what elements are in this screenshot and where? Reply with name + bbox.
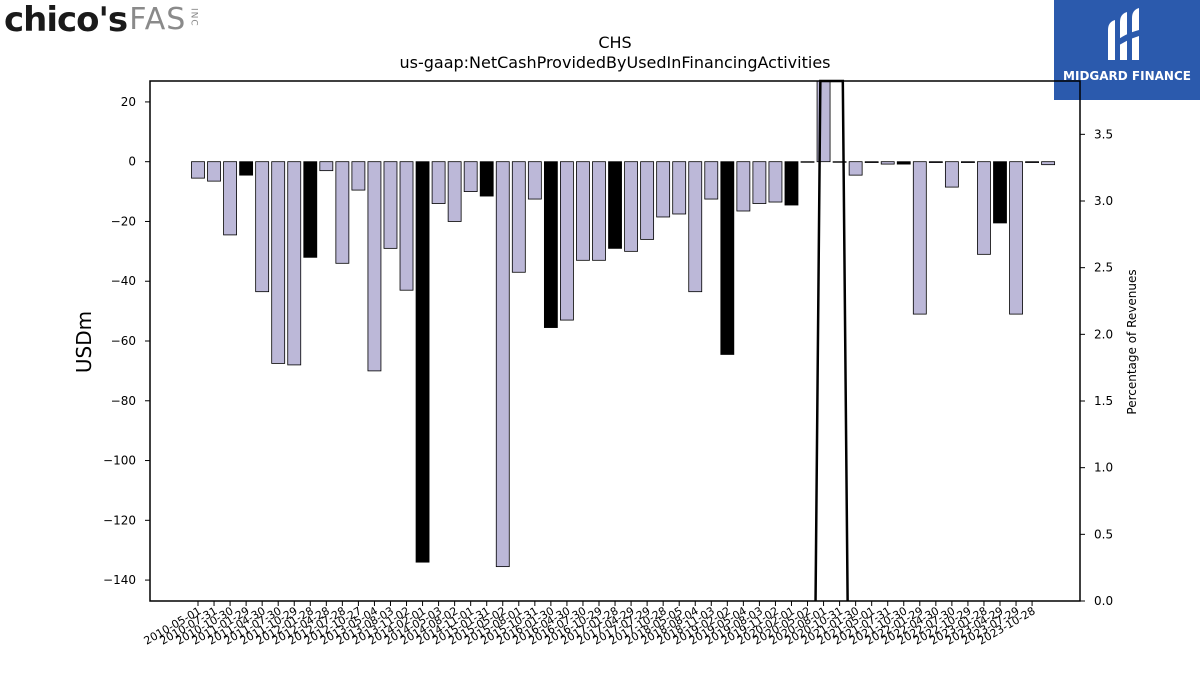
bar (527, 161, 542, 200)
bar (736, 161, 751, 212)
bar (832, 161, 847, 163)
bar (624, 161, 638, 252)
midgard-finance-name: MIDGARD FINANCE (1063, 69, 1191, 83)
bar (928, 161, 943, 163)
bar (335, 161, 350, 264)
bar (704, 161, 719, 200)
bar (1009, 161, 1023, 315)
logo-inc-text: INC (188, 8, 199, 27)
midgard-m-icon (1108, 8, 1139, 60)
y-axis-right: 0.0 0.5 1.0 1.5 2.0 2.5 3.0 3.5 (1080, 127, 1113, 608)
bar (800, 161, 815, 163)
bar (287, 161, 302, 366)
bar (191, 161, 205, 179)
y-tick-label: −20 (111, 214, 136, 228)
bar (640, 161, 655, 240)
logo-suffix-text: FAS (129, 2, 187, 37)
y2-tick-label: 3.5 (1094, 127, 1113, 141)
bar (431, 161, 446, 204)
bar (784, 161, 799, 206)
bar (207, 161, 221, 182)
bar (688, 161, 703, 293)
y-tick-label: −60 (111, 334, 136, 348)
bar (961, 161, 975, 163)
y-axis-label: USDm (72, 311, 96, 373)
bar (944, 161, 959, 188)
y2-tick-label: 2.5 (1094, 261, 1113, 275)
midgard-finance-logo: MIDGARD FINANCE (1054, 0, 1200, 100)
bar (656, 161, 671, 218)
plot-frame (149, 80, 1081, 602)
y2-tick-label: 3.0 (1094, 194, 1113, 208)
bar (383, 161, 398, 249)
bar (319, 161, 334, 172)
bar (511, 161, 526, 273)
bar-series (191, 80, 1056, 568)
x-axis: 2010-05-012010-07-312010-10-302011-01-29… (142, 601, 1038, 648)
bar (367, 161, 382, 372)
bar (768, 161, 783, 203)
bar (543, 161, 558, 328)
logo-brand-text: chico's (4, 0, 128, 40)
bar (239, 161, 254, 176)
y2-tick-label: 1.5 (1094, 394, 1113, 408)
bar (1025, 161, 1039, 163)
bar (720, 161, 735, 355)
bar (271, 161, 286, 364)
bar (415, 161, 430, 563)
bar (463, 161, 478, 192)
y-tick-label: −40 (111, 274, 136, 288)
y-tick-label: −100 (103, 454, 136, 468)
bar (993, 161, 1007, 224)
bar (592, 161, 606, 261)
y2-tick-label: 2.0 (1094, 327, 1113, 341)
bar (576, 161, 590, 261)
bar (672, 161, 687, 215)
pct-of-revenue-series (814, 79, 849, 602)
bar (303, 161, 318, 258)
y2-tick-label: 0.0 (1094, 594, 1113, 608)
bar (495, 161, 510, 568)
bar (864, 161, 879, 163)
bar (880, 161, 895, 165)
chart-subtitle: us-gaap:NetCashProvidedByUsedInFinancing… (399, 53, 830, 72)
bar (608, 161, 622, 249)
y2-axis-label: Percentage of Revenues (1125, 269, 1139, 414)
y-tick-label: −80 (111, 394, 136, 408)
bar (560, 161, 574, 321)
y-tick-label: −120 (103, 513, 136, 527)
bar (479, 161, 494, 197)
y-tick-label: 0 (128, 155, 136, 169)
bar (896, 161, 911, 165)
bar (223, 161, 237, 236)
y2-tick-label: 1.0 (1094, 461, 1113, 475)
bar (255, 161, 270, 293)
y-axis-left: 20 0 −20 −40 −60 −80 −100 −120 −140 (103, 95, 150, 587)
y-tick-label: 20 (121, 95, 136, 109)
y-tick-label: −140 (103, 573, 136, 587)
bar (752, 161, 767, 204)
bar (848, 161, 863, 176)
bar (351, 161, 366, 191)
bar (447, 161, 462, 222)
bar (912, 161, 927, 315)
pct-of-revenue-line (814, 79, 849, 602)
bar (399, 161, 414, 291)
chart-title: CHS (598, 33, 631, 52)
chicos-fas-logo: chico's FAS INC (4, 2, 198, 42)
bar (1041, 161, 1056, 166)
y2-tick-label: 0.5 (1094, 527, 1113, 541)
bar (977, 161, 991, 255)
